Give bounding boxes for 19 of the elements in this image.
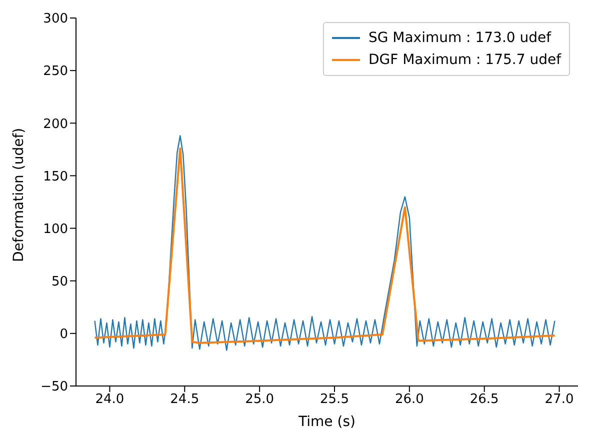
y-tick-label: 150	[43, 169, 68, 184]
y-tick-label: 0	[60, 327, 68, 342]
legend-label: SG Maximum : 173.0 udef	[368, 29, 552, 48]
x-tick-label: 27.0	[544, 392, 574, 408]
y-axis-title: Deformation (udef)	[10, 128, 27, 262]
legend-label: DGF Maximum : 175.7 udef	[368, 51, 561, 70]
x-axis-title: Time (s)	[298, 414, 356, 430]
x-tick-label: 24.0	[95, 392, 124, 408]
x-tick-label: 26.5	[470, 392, 499, 408]
y-tick-label: 300	[43, 12, 68, 27]
x-tick-label: 24.5	[170, 392, 200, 408]
x-tick-label: 25.5	[320, 392, 349, 408]
x-tick-label: 25.0	[245, 392, 274, 408]
y-tick-label: 250	[43, 64, 68, 80]
y-tick-label: 100	[43, 222, 68, 237]
y-tick-label: 200	[43, 116, 68, 132]
x-tick-label: 26.0	[394, 392, 424, 408]
y-tick-label: −50	[40, 380, 68, 395]
y-tick-label: 50	[51, 274, 68, 290]
